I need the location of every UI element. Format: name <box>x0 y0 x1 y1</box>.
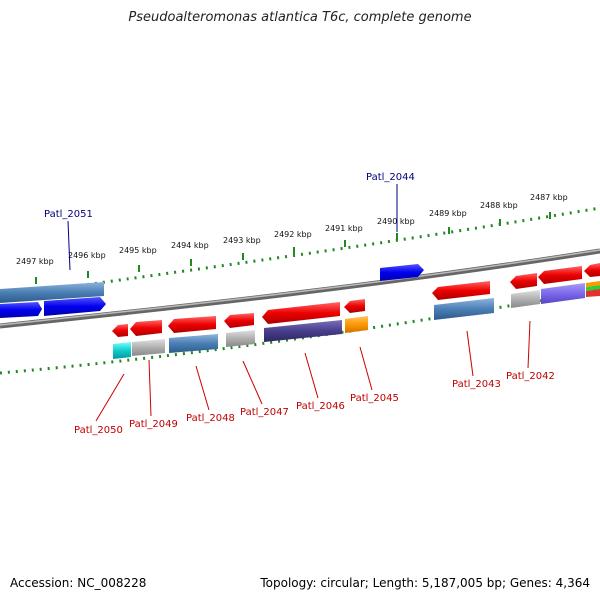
gene-feature[interactable] <box>224 313 254 328</box>
cog-feature[interactable] <box>226 330 255 347</box>
tick-label: 2491 kbp <box>325 224 363 233</box>
gene-label[interactable]: Patl_2051 <box>44 209 93 220</box>
gene-feature[interactable] <box>0 302 42 318</box>
gene-feature[interactable] <box>584 263 600 277</box>
label-leader <box>304 352 319 399</box>
gene-feature[interactable] <box>432 281 490 300</box>
gene-label[interactable]: Patl_2050 <box>74 425 123 436</box>
gene-label[interactable]: Patl_2046 <box>296 401 345 412</box>
gene-feature[interactable] <box>168 316 216 333</box>
gene-feature[interactable] <box>112 324 128 337</box>
gene-feature[interactable] <box>510 273 537 289</box>
tick-label: 2489 kbp <box>429 209 467 218</box>
accession-text: Accession: NC_008228 <box>10 576 147 590</box>
label-leader <box>466 330 474 377</box>
cog-feature[interactable] <box>511 290 540 308</box>
cog-feature[interactable] <box>169 334 218 353</box>
cog-feature[interactable] <box>541 283 585 304</box>
cog-feature[interactable] <box>113 342 131 359</box>
gene-label[interactable]: Patl_2043 <box>452 379 501 390</box>
genome-backbone <box>0 248 600 329</box>
label-leader <box>95 373 125 422</box>
tick-label: 2493 kbp <box>223 236 261 245</box>
inner-tick-ring <box>0 288 600 375</box>
gene-label[interactable]: Patl_2044 <box>366 172 415 183</box>
tick-label: 2497 kbp <box>16 257 54 266</box>
tick-label: 2488 kbp <box>480 201 518 210</box>
tick-label: 2490 kbp <box>377 217 415 226</box>
tick-label: 2487 kbp <box>530 193 568 202</box>
gene-label[interactable]: Patl_2045 <box>350 393 399 404</box>
cog-feature[interactable] <box>0 282 104 303</box>
gene-label[interactable]: Patl_2049 <box>129 419 178 430</box>
cog-feature[interactable] <box>132 339 165 356</box>
gene-feature[interactable] <box>344 299 365 313</box>
tick-label: 2494 kbp <box>171 241 209 250</box>
cog-feature[interactable] <box>434 298 494 320</box>
label-leader <box>67 220 71 271</box>
label-leader <box>148 359 152 417</box>
cog-feature[interactable] <box>586 289 600 297</box>
label-leader <box>527 320 531 369</box>
label-leader <box>359 346 373 391</box>
label-leader <box>195 365 210 411</box>
gene-label[interactable]: Patl_2042 <box>506 371 555 382</box>
gene-label[interactable]: Patl_2047 <box>240 407 289 418</box>
tick-label: 2495 kbp <box>119 246 157 255</box>
cog-feature[interactable] <box>345 316 368 333</box>
label-leader <box>242 360 263 405</box>
gene-feature[interactable] <box>44 297 106 316</box>
outer-tick-ring <box>0 206 600 299</box>
tick-label: 2496 kbp <box>68 251 106 260</box>
map-title: Pseudoalteromonas atlantica T6c, complet… <box>128 10 472 25</box>
gene-label[interactable]: Patl_2048 <box>186 413 235 424</box>
gene-feature[interactable] <box>538 266 582 284</box>
gene-feature[interactable] <box>262 302 340 324</box>
tick-label: 2492 kbp <box>274 230 312 239</box>
cog-feature[interactable] <box>264 320 342 342</box>
gene-feature[interactable] <box>130 320 162 336</box>
topology-text: Topology: circular; Length: 5,187,005 bp… <box>260 576 590 590</box>
gene-feature[interactable] <box>380 264 424 281</box>
outer-major-ticks <box>35 212 551 284</box>
